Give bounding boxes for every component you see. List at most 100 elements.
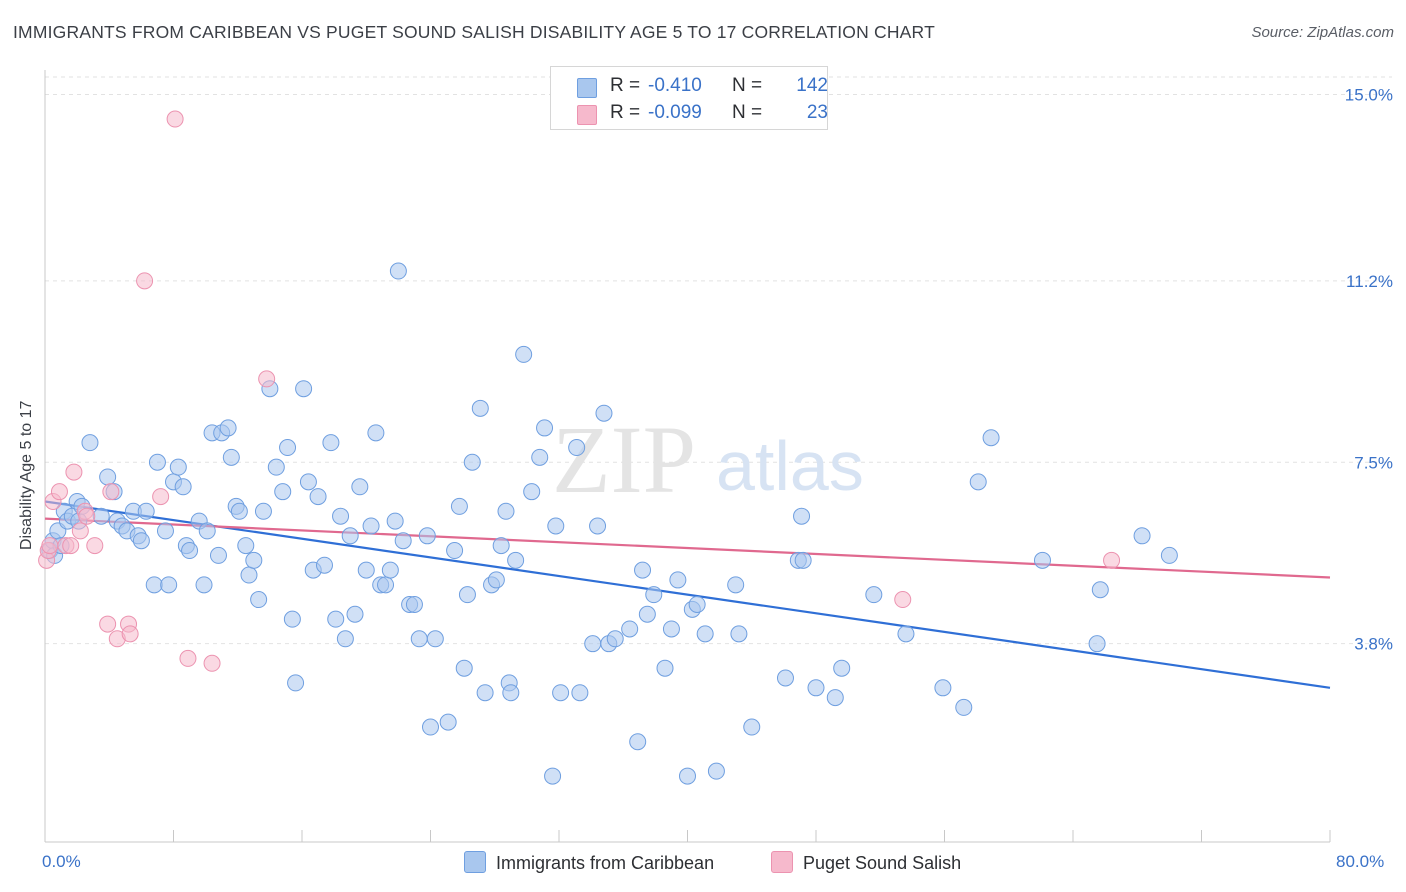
data-point-caribbean (571, 684, 589, 702)
data-point-caribbean (209, 546, 227, 564)
data-point-salish (166, 110, 184, 128)
pink-swatch-icon (771, 851, 793, 873)
data-point-caribbean (279, 439, 297, 457)
data-point-salish (50, 483, 68, 501)
data-point-caribbean (418, 527, 436, 545)
data-point-caribbean (327, 610, 345, 628)
data-point-salish (258, 370, 276, 388)
n-label: N = (732, 102, 763, 123)
data-point-caribbean (148, 453, 166, 471)
data-point-caribbean (934, 679, 952, 697)
data-point-caribbean (198, 522, 216, 540)
data-point-salish (41, 537, 59, 555)
data-point-caribbean (476, 684, 494, 702)
data-point-caribbean (507, 551, 525, 569)
y-tick-label: 11.2% (1346, 272, 1393, 291)
data-point-caribbean (405, 595, 423, 613)
data-point-salish (71, 522, 89, 540)
data-point-caribbean (776, 669, 794, 687)
source-label: Source: ZipAtlas.com (1251, 24, 1394, 41)
data-point-caribbean (237, 537, 255, 555)
data-point-caribbean (584, 635, 602, 653)
data-point-caribbean (969, 473, 987, 491)
data-point-caribbean (450, 497, 468, 515)
data-point-caribbean (589, 517, 607, 535)
legend-label: Puget Sound Salish (803, 853, 962, 873)
data-point-caribbean (688, 595, 706, 613)
trend-line-caribbean (44, 500, 1331, 689)
data-point-caribbean (656, 659, 674, 677)
data-point-caribbean (274, 483, 292, 501)
data-point-salish (152, 488, 170, 506)
data-point-caribbean (386, 512, 404, 530)
data-point-salish (121, 625, 139, 643)
y-tick-labels: 3.8% 7.5% 11.2% 15.0% (1345, 86, 1393, 654)
data-point-caribbean (332, 507, 350, 525)
data-point-caribbean (544, 767, 562, 785)
data-point-caribbean (439, 713, 457, 731)
data-point-caribbean (727, 576, 745, 594)
watermark-atlas: atlas (716, 427, 864, 505)
data-point-caribbean (145, 576, 163, 594)
data-point-caribbean (295, 380, 313, 398)
data-point-caribbean (1088, 635, 1106, 653)
legend-item-caribbean[interactable]: Immigrants from Caribbean (464, 851, 714, 874)
data-point-caribbean (552, 684, 570, 702)
data-point-caribbean (865, 586, 883, 604)
blue-swatch-icon (577, 78, 597, 98)
data-point-caribbean (487, 571, 505, 589)
data-point-caribbean (1133, 527, 1151, 545)
data-point-caribbean (240, 566, 258, 584)
data-point-caribbean (1033, 551, 1051, 569)
data-point-salish (203, 654, 221, 672)
data-point-caribbean (793, 507, 811, 525)
data-point-salish (894, 591, 912, 609)
data-point-caribbean (377, 576, 395, 594)
data-point-caribbean (315, 556, 333, 574)
data-point-caribbean (743, 718, 761, 736)
data-point-caribbean (336, 630, 354, 648)
legend-item-salish[interactable]: Puget Sound Salish (771, 851, 961, 874)
data-point-caribbean (219, 419, 237, 437)
x-tick-label-min: 0.0% (42, 852, 81, 871)
data-point-caribbean (1091, 581, 1109, 599)
data-point-caribbean (357, 561, 375, 579)
n-value: 23 (806, 102, 828, 123)
data-point-caribbean (160, 576, 178, 594)
data-point-caribbean (897, 625, 915, 643)
data-point-caribbean (362, 517, 380, 535)
data-point-caribbean (181, 542, 199, 560)
blue-swatch-icon (464, 851, 486, 873)
data-point-caribbean (195, 576, 213, 594)
data-point-caribbean (381, 561, 399, 579)
data-point-caribbean (309, 488, 327, 506)
data-point-caribbean (794, 551, 812, 569)
data-point-caribbean (132, 532, 150, 550)
data-point-caribbean (696, 625, 714, 643)
data-point-caribbean (826, 689, 844, 707)
watermark-zip: ZIP (552, 406, 696, 513)
data-point-caribbean (595, 404, 613, 422)
r-value: -0.099 (648, 102, 702, 123)
data-point-caribbean (955, 698, 973, 716)
data-point-caribbean (629, 733, 647, 751)
data-point-caribbean (287, 674, 305, 692)
data-point-caribbean (982, 429, 1000, 447)
watermark: ZIP atlas (552, 406, 864, 513)
data-point-caribbean (531, 448, 549, 466)
data-point-caribbean (502, 684, 520, 702)
stats-legend: R = -0.410 N = 142 R = -0.099 N = 23 (550, 66, 828, 130)
n-value: 142 (796, 75, 828, 96)
data-point-caribbean (230, 502, 248, 520)
data-point-caribbean (1160, 546, 1178, 564)
data-point-salish (78, 507, 96, 525)
trend-lines (44, 500, 1331, 689)
data-point-caribbean (547, 517, 565, 535)
data-point-caribbean (446, 542, 464, 560)
chart-title: IMMIGRANTS FROM CARIBBEAN VS PUGET SOUND… (13, 22, 935, 42)
data-point-caribbean (346, 605, 364, 623)
data-point-caribbean (156, 522, 174, 540)
data-point-caribbean (169, 458, 187, 476)
legend-label: Immigrants from Caribbean (496, 853, 715, 873)
